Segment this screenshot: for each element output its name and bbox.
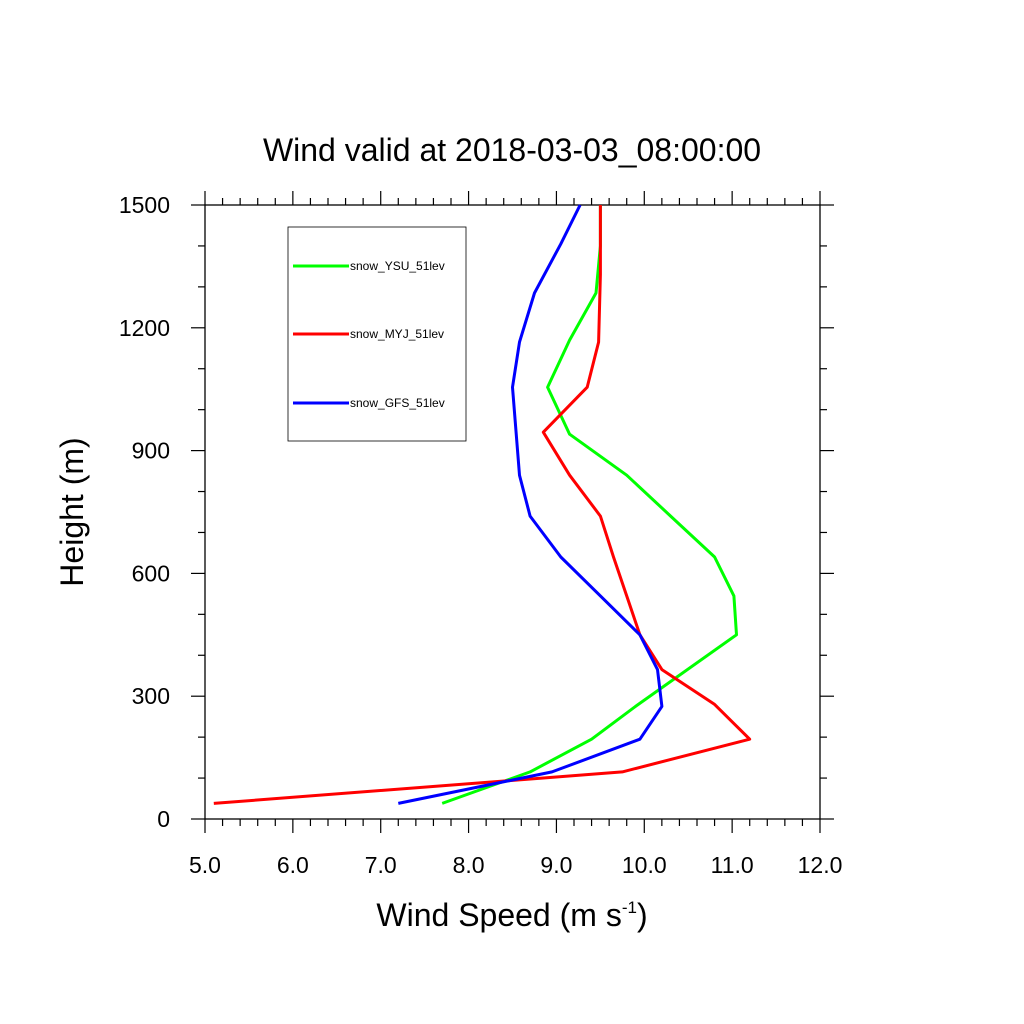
x-tick-label: 11.0: [711, 852, 754, 878]
y-tick-label: 600: [132, 560, 170, 586]
x-tick-label: 9.0: [540, 852, 572, 878]
x-tick-labels: 5.0 6.0 7.0 8.0 9.0 10.0 11.0 12.0: [189, 852, 842, 878]
axis-ticks: [191, 191, 834, 833]
plot-frame: [204, 204, 821, 820]
x-axis-label-superscript: -1: [622, 898, 637, 917]
y-tick-label: 900: [132, 438, 170, 464]
series-line-3: [397, 204, 664, 805]
x-tick-label: 12.0: [798, 852, 843, 878]
x-axis-label: Wind Speed (m s-1): [376, 897, 647, 933]
x-tick-label: 10.0: [622, 852, 667, 878]
x-axis-label-main: Wind Speed (m s: [376, 897, 621, 933]
series-lines: [213, 204, 752, 805]
x-tick-label: 5.0: [189, 852, 221, 878]
series-line-2: [213, 205, 752, 805]
x-tick-label: 6.0: [277, 852, 309, 878]
y-tick-label: 0: [157, 806, 170, 832]
legend-label: snow_MYJ_51lev: [350, 327, 444, 341]
x-axis-label-end: ): [637, 897, 648, 933]
y-tick-label: 1500: [119, 192, 170, 218]
x-tick-label: 7.0: [365, 852, 397, 878]
y-axis-label: Height (m): [54, 437, 90, 586]
chart-title: Wind valid at 2018-03-03_08:00:00: [263, 132, 761, 168]
x-tick-label: 8.0: [453, 852, 485, 878]
y-tick-labels: 0 300 600 900 1200 1500: [119, 192, 170, 832]
y-tick-label: 1200: [119, 315, 170, 341]
legend-label: snow_GFS_51lev: [350, 396, 445, 410]
series-line-1: [441, 205, 738, 805]
legend-label: snow_YSU_51lev: [350, 259, 445, 273]
legend: snow_YSU_51lev snow_MYJ_51lev snow_GFS_51l…: [293, 259, 445, 410]
y-tick-label: 300: [132, 683, 170, 709]
